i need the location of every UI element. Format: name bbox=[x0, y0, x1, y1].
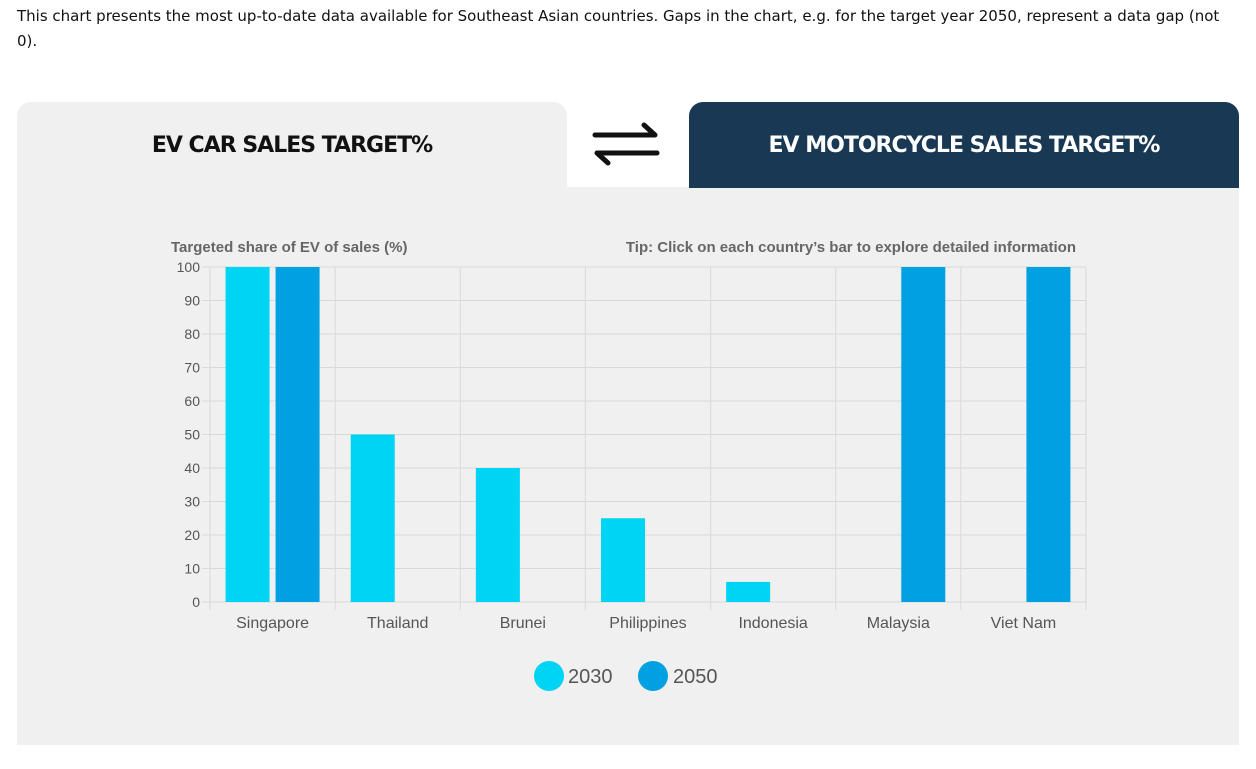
legend-label: 2030 bbox=[568, 666, 613, 688]
bar-2030-indonesia[interactable] bbox=[726, 581, 771, 602]
bar-2050-malaysia[interactable] bbox=[901, 267, 946, 602]
bar-2050-singapore[interactable] bbox=[275, 267, 320, 602]
chart-legend: 2030 2050 bbox=[534, 661, 718, 691]
swap-arrows-icon[interactable] bbox=[591, 122, 663, 166]
legend-item-2050[interactable]: 2050 bbox=[638, 661, 718, 691]
legend-swatch bbox=[534, 661, 564, 691]
bar-2030-thailand[interactable] bbox=[350, 434, 395, 603]
tab-ev-motorcycle-sales-target[interactable]: EV MOTORCYCLE SALES TARGET% bbox=[689, 102, 1239, 188]
chart-bars bbox=[225, 267, 1071, 603]
bar-2030-philippines[interactable] bbox=[601, 518, 645, 602]
chart-description: This chart presents the most up-to-date … bbox=[17, 7, 1220, 50]
bar-2030-brunei[interactable] bbox=[475, 468, 520, 602]
tab-ev-car-sales-target[interactable]: EV CAR SALES TARGET% bbox=[17, 102, 567, 188]
legend-swatch bbox=[638, 661, 668, 691]
bar-2030-singapore[interactable] bbox=[225, 267, 270, 602]
bar-2050-viet-nam[interactable] bbox=[1026, 267, 1071, 602]
legend-label: 2050 bbox=[673, 666, 718, 688]
legend-item-2030[interactable]: 2030 bbox=[534, 661, 613, 691]
